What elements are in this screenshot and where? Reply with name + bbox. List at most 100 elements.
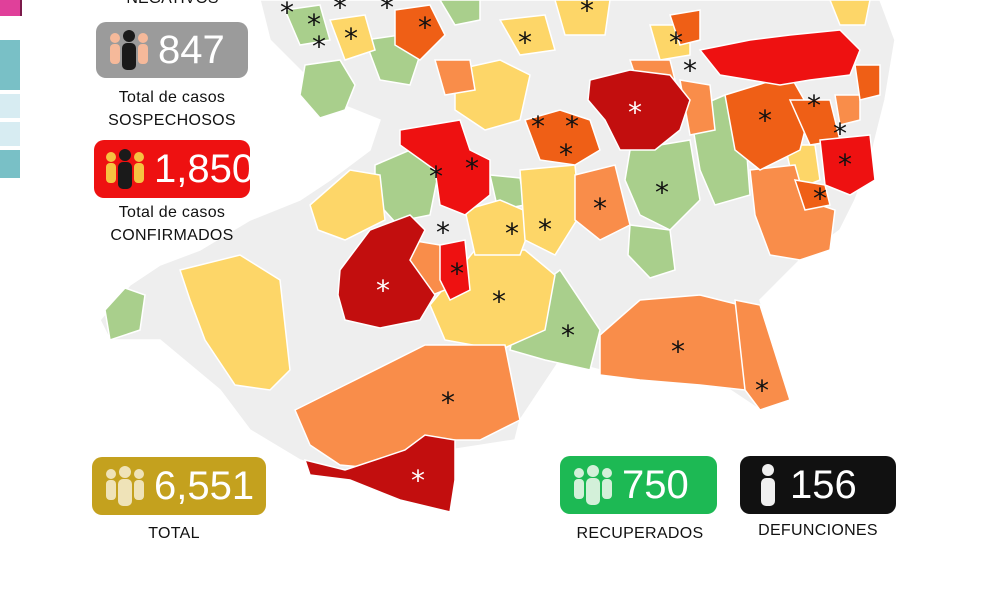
region (337, 214, 436, 329)
legend-strip-light2 (0, 122, 20, 146)
region (498, 14, 556, 56)
asterisk-marker: * (333, 0, 347, 24)
region (734, 299, 791, 411)
asterisk-marker: * (758, 104, 772, 137)
region (434, 59, 476, 96)
region (454, 59, 531, 131)
people-group-icon (102, 147, 148, 191)
legend-strip-light1 (0, 94, 20, 118)
region (439, 239, 471, 302)
asterisk-marker: * (380, 0, 394, 24)
asterisk-marker: * (280, 0, 294, 29)
region (294, 344, 521, 471)
people-group-icon (570, 463, 616, 507)
regions-level6 (303, 69, 691, 513)
asterisk-marker: * (580, 0, 594, 27)
asterisk-marker: * (418, 11, 432, 44)
legend-strip-teal (0, 40, 20, 90)
region (587, 69, 691, 151)
region (793, 179, 831, 211)
region (669, 9, 701, 46)
region (328, 14, 376, 61)
people-group-icon (106, 28, 152, 72)
asterisk-marker: * (376, 274, 390, 307)
asterisk-marker: * (838, 148, 852, 181)
confirmed-box: 1,850 (94, 140, 254, 198)
region (854, 64, 881, 101)
asterisk-marker: * (344, 22, 358, 55)
asterisk-marker: * (807, 89, 821, 122)
total-value: 6,551 (154, 464, 255, 508)
region (299, 59, 356, 119)
region (554, 0, 611, 36)
legend-strip-teal2 (0, 150, 20, 178)
people-group-icon (102, 464, 148, 508)
asterisk-marker: * (593, 192, 607, 225)
asterisk-marker: * (538, 213, 552, 246)
region (399, 119, 491, 216)
region (394, 4, 446, 61)
asterisk-marker: * (559, 138, 573, 171)
regions-level2 (179, 0, 871, 391)
region (679, 79, 716, 136)
region (309, 169, 386, 241)
asterisk-marker: * (465, 152, 479, 185)
region (104, 287, 146, 341)
asterisk-marker: * (436, 216, 450, 249)
confirmed-label: Total de casos CONFIRMADOS (94, 201, 250, 247)
asterisk-marker: * (531, 110, 545, 143)
recovered-box: 750 (560, 456, 717, 514)
region (834, 94, 861, 126)
region (698, 29, 861, 86)
asterisk-marker: * (628, 96, 642, 129)
suspected-box: 847 (96, 22, 248, 78)
region (819, 134, 876, 196)
region (283, 4, 331, 46)
region (439, 0, 481, 26)
region (179, 254, 291, 391)
asterisk-marker: * (755, 374, 769, 407)
asterisk-marker: * (441, 386, 455, 419)
region (524, 109, 601, 166)
confirmed-label-line1: Total de casos (118, 204, 226, 221)
region (303, 434, 456, 513)
region (829, 0, 871, 26)
regions-level4 (394, 4, 881, 211)
person-icon (758, 463, 778, 507)
asterisk-marker: * (429, 160, 443, 193)
asterisk-marker: * (411, 464, 425, 497)
asterisk-marker: * (655, 176, 669, 209)
region (519, 164, 581, 256)
asterisk-marker: * (505, 217, 519, 250)
regions-level5 (399, 29, 876, 302)
suspected-label-line1: Total de casos (118, 89, 226, 106)
deaths-box: 156 (740, 456, 896, 514)
asterisk-marker: * (518, 26, 532, 59)
total-box: 6,551 (92, 457, 266, 515)
confirmed-value: 1,850 (154, 147, 255, 191)
asterisk-marker: * (669, 26, 683, 59)
recovered-value: 750 (622, 463, 689, 507)
confirmed-label-line2: CONFIRMADOS (110, 227, 234, 244)
suspected-value: 847 (158, 28, 225, 72)
asterisk-marker: * (307, 8, 321, 41)
legend-strip-pink (0, 0, 22, 16)
region (749, 164, 836, 261)
asterisk-marker: * (450, 257, 464, 290)
suspected-label-line2: SOSPECHOSOS (108, 112, 236, 129)
asterisk-marker: * (312, 30, 326, 63)
deaths-label: DEFUNCIONES (758, 522, 878, 539)
region (627, 224, 676, 279)
asterisk-marker: * (833, 117, 847, 150)
total-label: TOTAL (148, 525, 200, 542)
asterisk-marker: * (565, 110, 579, 143)
asterisk-marker: * (813, 182, 827, 215)
asterisk-marker: * (561, 319, 575, 352)
asterisk-marker: * (683, 54, 697, 87)
marker-layer: * *** ***** *** * *** **** ***** * *** ** **** (280, 0, 852, 497)
asterisk-marker: * (671, 335, 685, 368)
suspected-label: Total de casos SOSPECHOSOS (96, 86, 248, 132)
region (574, 164, 631, 241)
asterisk-marker: * (492, 285, 506, 318)
